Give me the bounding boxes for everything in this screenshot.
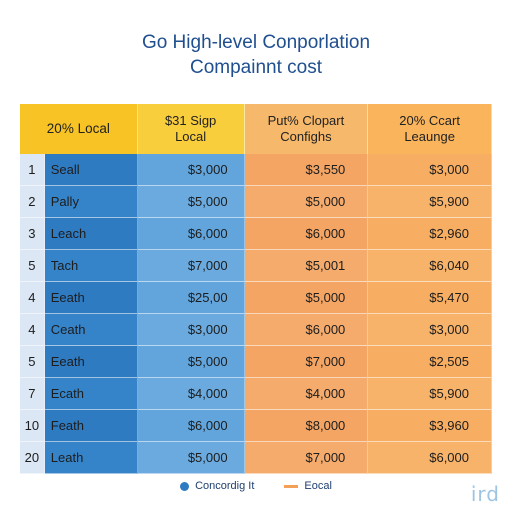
chart-title: Go High-level Conporlation: [141, 32, 371, 53]
row-label: Tach: [44, 250, 138, 282]
cost-cell: $7,000: [137, 250, 245, 282]
cost-cell: $6,000: [137, 410, 245, 442]
legend-item: Eocal: [284, 480, 332, 492]
row-number: 5: [20, 250, 45, 282]
watermark-logo: ird: [470, 482, 500, 506]
cost-cell: $6,000: [368, 442, 492, 474]
header-row: 20% Local $31 Sigp Local Put% Clopart Conf…: [20, 104, 492, 154]
row-label: Leath: [44, 442, 138, 474]
cost-cell: $3,000: [368, 314, 492, 346]
row-label: Ceath: [44, 314, 138, 346]
row-label: Eeath: [44, 346, 138, 378]
cost-cell: $7,000: [244, 346, 369, 378]
cost-cell: $5,000: [137, 442, 245, 474]
cost-cell: $6,000: [244, 218, 369, 250]
row-number: 3: [20, 218, 45, 250]
row-label: Leach: [44, 218, 138, 250]
cost-cell: $4,000: [244, 378, 369, 410]
cost-cell: $6,000: [244, 314, 369, 346]
cost-cell: $6,040: [368, 250, 492, 282]
cost-cell: $6,000: [137, 218, 245, 250]
cost-cell: $5,001: [244, 250, 369, 282]
table-row: 1 Seall $3,000 $3,550 $3,000: [20, 154, 492, 186]
legend: Concordig It Eocal: [0, 480, 512, 492]
row-label: Seall: [44, 154, 138, 186]
table-row: 4 Eeath $25,00 $5,000 $5,470: [20, 282, 492, 314]
cost-cell: $7,000: [244, 442, 369, 474]
table-row: 7 Ecath $4,000 $4,000 $5,900: [20, 378, 492, 410]
cost-cell: $5,000: [244, 282, 369, 314]
row-label: Eeath: [44, 282, 138, 314]
table-row: 20 Leath $5,000 $7,000 $6,000: [20, 442, 492, 474]
cost-cell: $3,960: [368, 410, 492, 442]
table-row: 4 Ceath $3,000 $6,000 $3,000: [20, 314, 492, 346]
cost-cell: $25,00: [137, 282, 245, 314]
table-row: 10 Feath $6,000 $8,000 $3,960: [20, 410, 492, 442]
legend-dot-icon: [180, 481, 190, 491]
cost-cell: $5,000: [137, 346, 245, 378]
cost-cell: $5,900: [368, 378, 492, 410]
row-number: 10: [20, 410, 45, 442]
cost-cell: $5,900: [368, 186, 492, 218]
column-header-3: Put% Clopart Confighs: [244, 104, 369, 154]
table-body: 1 Seall $3,000 $3,550 $3,000 2 Pally $5,000 $5,0…: [20, 154, 492, 474]
table-row: 5 Eeath $5,000 $7,000 $2,505: [20, 346, 492, 378]
column-header-4: 20% Ccart Leaunge: [368, 104, 492, 154]
cost-cell: $3,550: [244, 154, 369, 186]
row-number: 4: [20, 314, 45, 346]
legend-line-icon: [284, 484, 299, 488]
row-number: 20: [20, 442, 45, 474]
table-row: 3 Leach $6,000 $6,000 $2,960: [20, 218, 492, 250]
row-number: 7: [20, 378, 45, 410]
column-header-1: 20% Local: [20, 104, 138, 154]
row-number: 2: [20, 186, 45, 218]
row-number: 5: [20, 346, 45, 378]
legend-label: Eocal: [304, 480, 332, 492]
cost-cell: $3,000: [368, 154, 492, 186]
cost-cell: $3,000: [137, 314, 245, 346]
cost-cell: $8,000: [244, 410, 369, 442]
chart-subtitle: Compainnt cost: [189, 57, 322, 78]
row-label: Ecath: [44, 378, 138, 410]
row-number: 4: [20, 282, 45, 314]
cost-cell: $3,000: [137, 154, 245, 186]
table-row: 2 Pally $5,000 $5,000 $5,900: [20, 186, 492, 218]
cost-table: 20% Local $31 Sigp Local Put% Clopart Conf…: [20, 104, 492, 474]
legend-label: Concordig It: [195, 480, 255, 492]
table-row: 5 Tach $7,000 $5,001 $6,040: [20, 250, 492, 282]
column-header-2: $31 Sigp Local: [137, 104, 245, 154]
cost-cell: $4,000: [137, 378, 245, 410]
cost-cell: $2,960: [368, 218, 492, 250]
cost-cell: $5,000: [244, 186, 369, 218]
row-label: Feath: [44, 410, 138, 442]
row-number: 1: [20, 154, 45, 186]
cost-cell: $2,505: [368, 346, 492, 378]
legend-item: Concordig It: [180, 480, 254, 492]
row-label: Pally: [44, 186, 138, 218]
cost-cell: $5,470: [368, 282, 492, 314]
cost-cell: $5,000: [137, 186, 245, 218]
